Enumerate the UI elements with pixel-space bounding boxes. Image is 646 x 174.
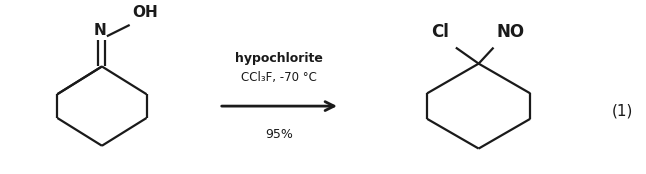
Text: OH: OH xyxy=(132,5,158,20)
Text: hypochlorite: hypochlorite xyxy=(235,52,323,65)
Text: CCl₃F, -70 °C: CCl₃F, -70 °C xyxy=(242,71,317,84)
Text: 95%: 95% xyxy=(266,128,293,141)
Text: N: N xyxy=(94,23,107,38)
Text: Cl: Cl xyxy=(431,23,449,41)
Text: NO: NO xyxy=(497,23,525,41)
Text: (1): (1) xyxy=(612,103,633,118)
